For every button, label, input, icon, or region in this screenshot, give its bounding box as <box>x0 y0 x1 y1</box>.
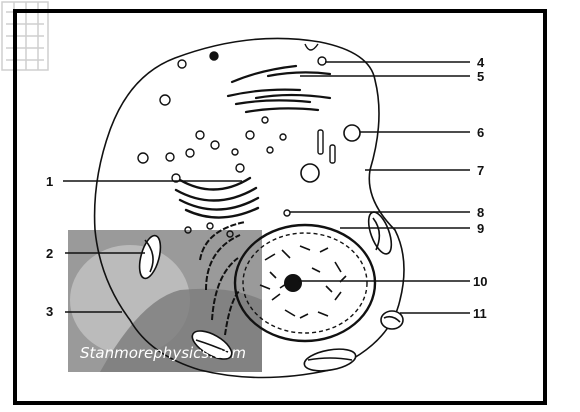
label-3: 3 <box>46 304 53 319</box>
label-7: 7 <box>477 163 484 178</box>
number-labels: 1 2 3 4 5 6 7 8 9 10 11 <box>46 55 487 321</box>
frame-border <box>13 9 547 405</box>
label-9: 9 <box>477 221 484 236</box>
label-8: 8 <box>477 205 484 220</box>
leader-lines <box>63 61 470 314</box>
label-6: 6 <box>477 125 484 140</box>
pinocytotic-vesicles <box>177 43 327 69</box>
label-10: 10 <box>473 274 487 289</box>
cell-membrane <box>93 37 405 379</box>
watermark-text: Stanmorephysics.com <box>80 344 246 362</box>
mitochondria <box>138 211 404 372</box>
golgi-top <box>226 64 332 114</box>
label-4: 4 <box>477 55 485 70</box>
rod-organelles <box>317 129 336 164</box>
label-2: 2 <box>46 246 53 261</box>
chromatin <box>259 245 347 319</box>
label-5: 5 <box>477 69 484 84</box>
rough-er <box>199 221 246 336</box>
lysosome <box>300 163 320 183</box>
vacuole <box>343 124 361 142</box>
label-11: 11 <box>473 306 487 321</box>
nucleus <box>233 223 377 343</box>
label-1: 1 <box>46 174 53 189</box>
vesicles <box>137 94 287 238</box>
nucleolus <box>284 274 302 292</box>
golgi-apparatus <box>174 176 260 219</box>
centriole <box>283 209 291 217</box>
